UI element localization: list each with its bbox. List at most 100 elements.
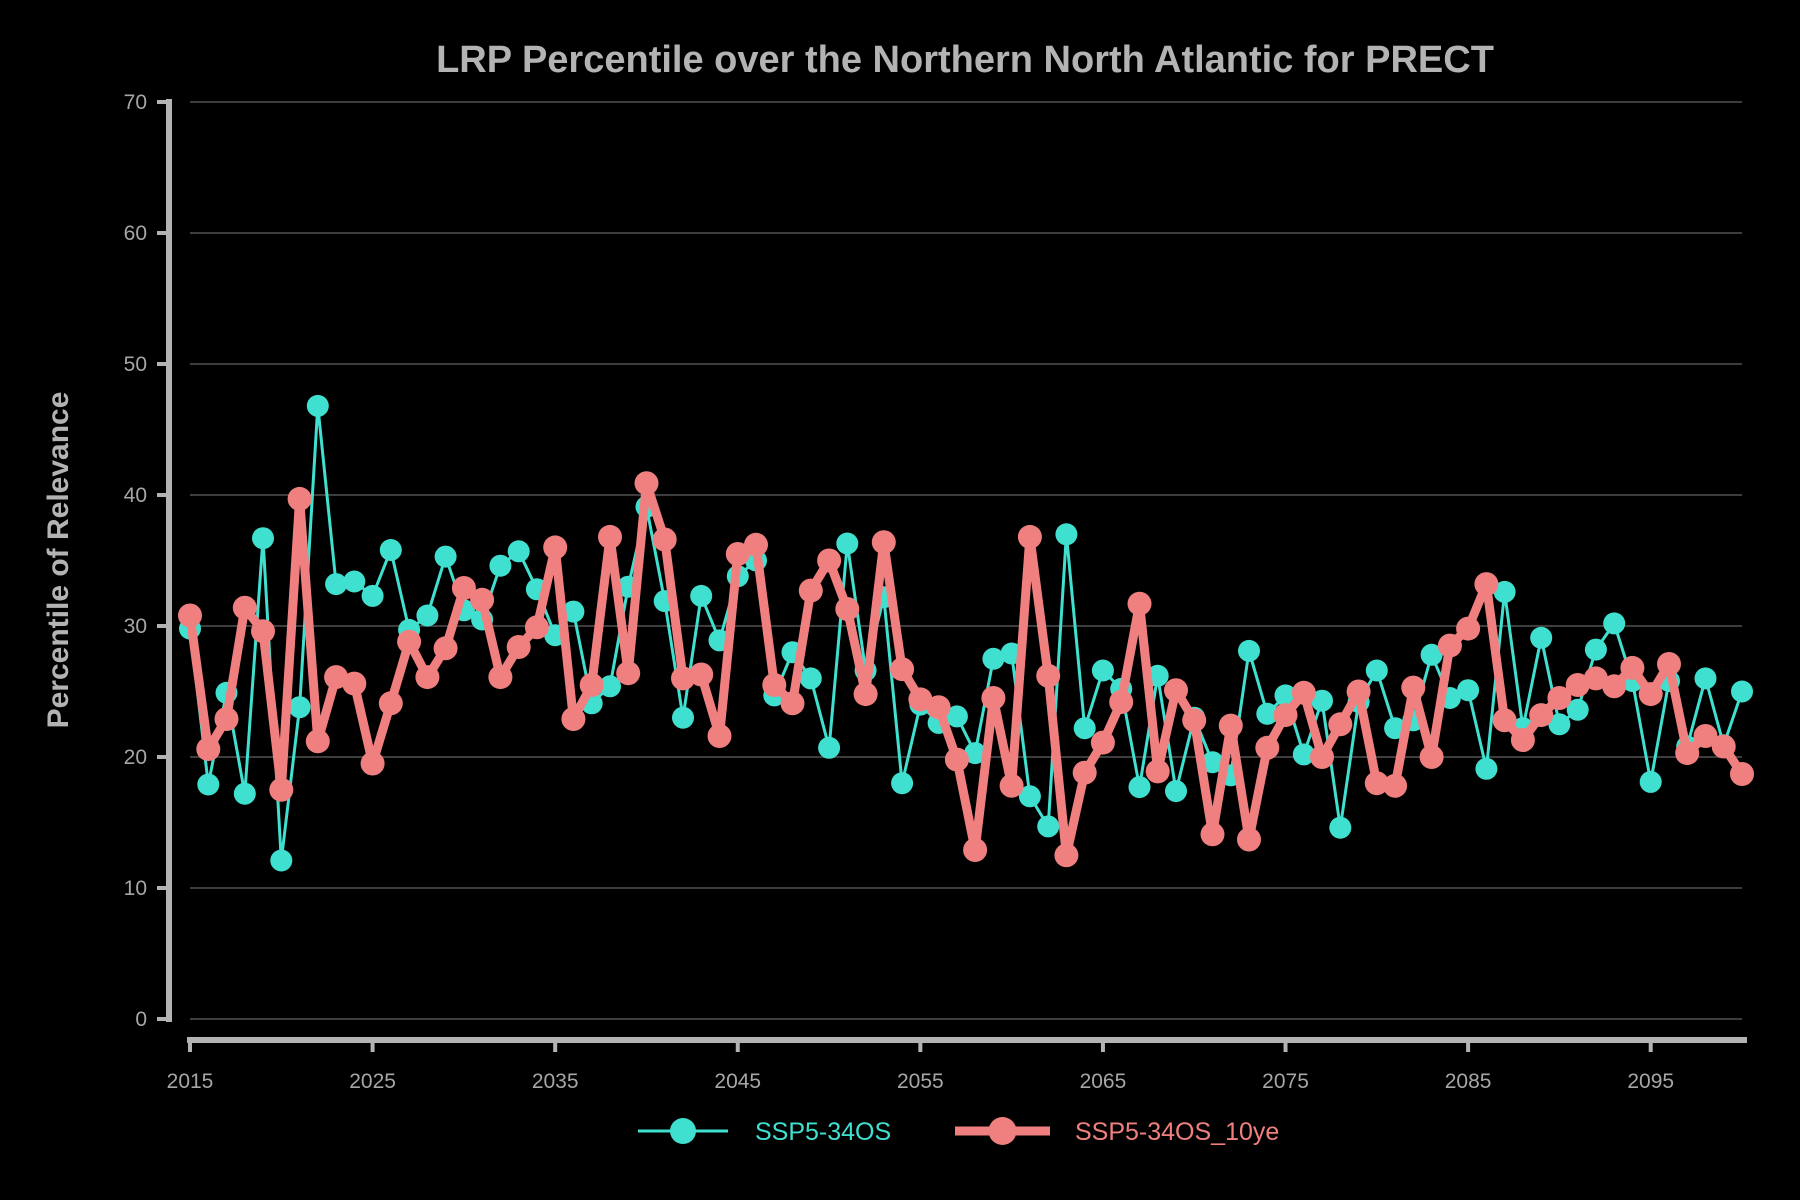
data-point [689, 662, 714, 687]
data-point [926, 695, 951, 720]
data-point [1603, 612, 1626, 635]
data-point [1346, 679, 1371, 704]
data-point [1694, 667, 1717, 690]
data-point [1201, 751, 1224, 774]
data-point [1292, 743, 1315, 766]
y-ticks: 0 10 20 30 40 50 60 70 [124, 91, 169, 1031]
data-point [1675, 741, 1700, 766]
data-point [634, 471, 659, 496]
legend-item: SSP5-34OS [638, 1118, 891, 1146]
data-point [451, 576, 476, 600]
data-point [1054, 843, 1079, 868]
data-point [690, 584, 713, 607]
data-point [725, 542, 750, 566]
data-point [1238, 639, 1260, 662]
data-point [342, 671, 367, 696]
data-point [360, 751, 385, 776]
data-point [1036, 663, 1061, 688]
data-point [1638, 682, 1663, 707]
y-tick-label: 70 [124, 91, 147, 114]
data-point [1164, 678, 1188, 703]
data-point [269, 777, 294, 802]
data-point [305, 729, 330, 754]
data-point [1255, 735, 1280, 760]
x-tick-label: 2015 [167, 1070, 214, 1093]
gridlines [190, 101, 1742, 1020]
y-axis-label: Percentile of Relevance [42, 392, 75, 729]
data-point [1037, 815, 1060, 838]
x-tick-label: 2025 [349, 1070, 396, 1093]
data-point [1018, 785, 1041, 808]
data-point [270, 849, 293, 872]
y-tick-label: 60 [124, 222, 147, 245]
data-point [1657, 652, 1681, 676]
data-point [433, 636, 458, 661]
data-point [981, 686, 1006, 710]
data-point [1602, 674, 1627, 699]
data-point [562, 600, 585, 623]
data-point [707, 724, 732, 748]
data-point [1200, 822, 1225, 847]
data-point [616, 661, 641, 686]
data-point [1182, 708, 1207, 733]
data-point [506, 635, 531, 659]
data-point [416, 604, 439, 627]
x-tick-label: 2085 [1445, 1070, 1492, 1093]
data-point [252, 527, 274, 550]
data-point [1073, 717, 1096, 740]
data-point [871, 530, 896, 555]
legend: SSP5-34OS SSP5-34OS_10ye [638, 1117, 1279, 1146]
data-point [652, 527, 677, 552]
data-point [1090, 730, 1115, 755]
data-point [817, 548, 842, 573]
data-point [1547, 686, 1572, 710]
data-point [1419, 745, 1444, 769]
data-point [1364, 771, 1389, 796]
data-point [288, 696, 311, 719]
data-point [1109, 690, 1134, 714]
data-point [799, 667, 822, 690]
legend-swatch-marker [988, 1117, 1017, 1145]
data-point [287, 486, 312, 511]
legend-item: SSP5-34OS_10ye [955, 1117, 1279, 1146]
data-point [798, 578, 823, 603]
series-2 [178, 471, 1754, 868]
data-point [835, 597, 860, 621]
data-point [1529, 703, 1554, 728]
data-point [945, 705, 968, 728]
data-point [1365, 659, 1388, 682]
data-point [489, 554, 512, 577]
legend-label: SSP5-34OS_10ye [1075, 1118, 1279, 1146]
data-point [891, 772, 914, 795]
data-point [762, 673, 787, 697]
x-tick-label: 2065 [1080, 1070, 1127, 1093]
data-point [1731, 680, 1753, 703]
data-point [343, 570, 366, 593]
y-tick-label: 0 [135, 1008, 147, 1031]
data-point [1530, 626, 1553, 649]
data-point [1328, 712, 1353, 737]
y-tick-label: 40 [124, 484, 147, 507]
y-tick-label: 20 [124, 746, 147, 769]
data-point [1017, 524, 1042, 549]
data-point [1072, 760, 1097, 785]
data-point [853, 682, 878, 707]
data-point [378, 691, 403, 716]
y-tick-label: 30 [124, 615, 147, 638]
y-tick-label: 50 [124, 353, 147, 376]
data-point [178, 603, 202, 628]
data-point [1493, 580, 1516, 603]
data-point [1127, 591, 1152, 616]
series-layer [178, 394, 1754, 872]
data-point [780, 691, 805, 716]
data-point [1492, 708, 1517, 733]
data-point [1548, 713, 1571, 736]
data-point [1218, 713, 1243, 738]
data-point [1291, 680, 1316, 705]
data-point [1437, 633, 1462, 658]
data-point [1693, 724, 1718, 748]
data-point [488, 665, 513, 690]
chart-title: LRP Percentile over the Northern North A… [436, 39, 1494, 81]
y-tick-label: 10 [124, 877, 147, 900]
